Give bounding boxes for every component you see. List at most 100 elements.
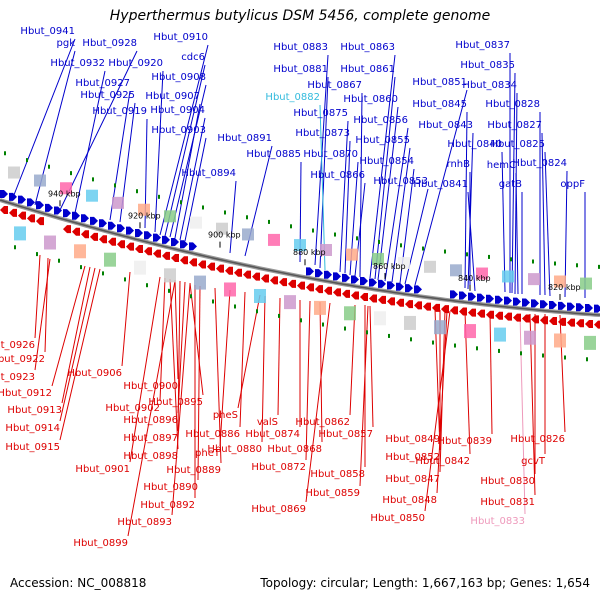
- tick-label-2: 900 kbp: [208, 231, 241, 240]
- leader-line-hbut-0898: [169, 278, 179, 450]
- gc-mark-upper-13: [290, 224, 292, 229]
- reverse-feature-35: [333, 288, 341, 297]
- gc-mark-upper-2: [48, 164, 50, 169]
- forward-feature-15: [135, 228, 143, 237]
- map-title: Hyperthermus butylicus DSM 5456, complet…: [109, 8, 491, 24]
- forward-feature-9: [81, 214, 89, 223]
- forward-feature-21: [189, 242, 197, 251]
- forward-feature-28: [360, 277, 368, 285]
- forward-feature-49: [576, 303, 584, 312]
- reverse-feature-44: [414, 301, 422, 310]
- gene-label-hbut-0840: Hbut_0840: [447, 139, 502, 150]
- forward-feature-0: [0, 190, 8, 198]
- gene-label-hbut-0826: Hbut_0826: [510, 434, 565, 445]
- gc-mark-upper-25: [554, 261, 556, 266]
- leader-line-hbut-0860: [377, 106, 399, 281]
- gene-label-hbut-0901: Hbut_0901: [75, 464, 130, 475]
- gc-mark-upper-6: [136, 189, 138, 194]
- gene-label-hbut-0886: Hbut_0886: [185, 429, 240, 440]
- gene-label-oppf: oppF: [560, 179, 585, 190]
- gene-label-hbut-0893: Hbut_0893: [117, 517, 172, 528]
- feature-block-upper-15: [398, 257, 410, 270]
- gc-mark-upper-1: [26, 158, 28, 163]
- reverse-feature-1: [9, 208, 17, 217]
- reverse-feature-63: [585, 319, 593, 328]
- leader-line-hbut-0882: [319, 104, 326, 271]
- feature-block-lower-10: [314, 300, 326, 315]
- gc-mark-lower-24: [542, 353, 544, 358]
- gene-label-hbut-0841: Hbut_0841: [413, 179, 468, 190]
- reverse-feature-25: [243, 270, 251, 279]
- forward-feature-12: [108, 221, 116, 230]
- feature-block-lower-8: [254, 288, 266, 303]
- gc-mark-upper-10: [224, 210, 226, 215]
- reverse-feature-4: [36, 217, 44, 226]
- reverse-feature-54: [504, 312, 512, 321]
- forward-feature-14: [126, 226, 134, 235]
- feature-block-upper-13: [346, 248, 358, 261]
- feature-block-upper-11: [294, 239, 306, 252]
- gene-label-rnhb: rnhB: [447, 159, 471, 170]
- gc-mark-upper-21: [466, 252, 468, 257]
- gene-label-hbut-0861: Hbut_0861: [340, 64, 395, 75]
- reverse-feature-2: [18, 211, 26, 220]
- feature-block-upper-5: [138, 203, 150, 216]
- gene-label-hbut-0859: Hbut_0859: [305, 488, 360, 499]
- gene-label-hbut-0852: Hbut_0852: [385, 452, 440, 463]
- leader-line-hbut-0901: [129, 276, 161, 463]
- forward-feature-22: [306, 267, 314, 276]
- gene-label-hbut-0900: Hbut_0900: [123, 381, 178, 392]
- leader-line-hbut-0875: [339, 120, 349, 273]
- reverse-feature-23: [225, 266, 233, 275]
- reverse-feature-51: [477, 309, 485, 318]
- feature-block-upper-9: [242, 228, 254, 241]
- feature-block-upper-7: [190, 216, 202, 229]
- gc-mark-lower-2: [58, 258, 60, 263]
- feature-block-upper-21: [554, 275, 566, 288]
- gene-label-hbut-0839: Hbut_0839: [437, 436, 492, 447]
- gene-label-hbut-0870: Hbut_0870: [303, 149, 358, 160]
- gene-label-hbut-0868: Hbut_0868: [267, 444, 322, 455]
- tick-label-5: 840 kbp: [458, 274, 491, 283]
- leader-line-hbut-0826: [559, 314, 566, 433]
- gc-mark-lower-10: [234, 304, 236, 309]
- leader-line-hbut-0827: [541, 132, 546, 296]
- leader-line-hbut-0910: [159, 44, 209, 236]
- reverse-feature-37: [351, 291, 359, 300]
- reverse-feature-27: [261, 274, 269, 283]
- gene-label-hbut-0897: Hbut_0897: [123, 433, 178, 444]
- gc-mark-lower-8: [190, 294, 192, 299]
- feature-block-upper-20: [528, 273, 540, 286]
- gc-mark-upper-26: [576, 263, 578, 268]
- gc-mark-lower-11: [256, 309, 258, 314]
- forward-feature-17: [153, 233, 161, 242]
- forward-feature-3: [27, 198, 35, 207]
- gene-label-hbut-0889: Hbut_0889: [166, 465, 221, 476]
- gene-label-cdc6: cdc6: [181, 52, 205, 63]
- tick-label-0: 940 kbp: [48, 189, 81, 198]
- leader-line-hemc: [515, 172, 519, 295]
- feature-block-lower-4: [134, 260, 146, 275]
- reverse-feature-50: [468, 308, 476, 317]
- reverse-feature-39: [369, 294, 377, 303]
- gene-label-hbut-0851: Hbut_0851: [412, 77, 467, 88]
- gc-mark-upper-0: [4, 151, 6, 156]
- gene-label-phet: pheT: [195, 448, 221, 459]
- reverse-feature-3: [27, 214, 35, 223]
- forward-feature-39: [486, 294, 494, 303]
- gc-mark-upper-4: [92, 177, 94, 182]
- gc-mark-upper-16: [356, 236, 358, 241]
- reverse-feature-47: [441, 305, 449, 314]
- reverse-feature-57: [531, 315, 539, 324]
- reverse-feature-30: [288, 279, 296, 288]
- feature-block-upper-22: [580, 277, 592, 290]
- reverse-feature-6: [72, 227, 80, 236]
- gene-label-hbut-0896: Hbut_0896: [123, 415, 178, 426]
- reverse-feature-22: [216, 264, 224, 273]
- gc-mark-lower-21: [476, 346, 478, 351]
- leader-line-hbut-0886: [239, 291, 246, 428]
- kbp-ticks: 940 kbp 920 kbp 900 kbp 880 kbp 860 kbp 840 k…: [48, 189, 581, 300]
- gene-label-hbut-0867: Hbut_0867: [307, 80, 362, 91]
- reverse-feature-15: [153, 249, 161, 258]
- accession-text: Accession: NC_008818: [10, 576, 147, 590]
